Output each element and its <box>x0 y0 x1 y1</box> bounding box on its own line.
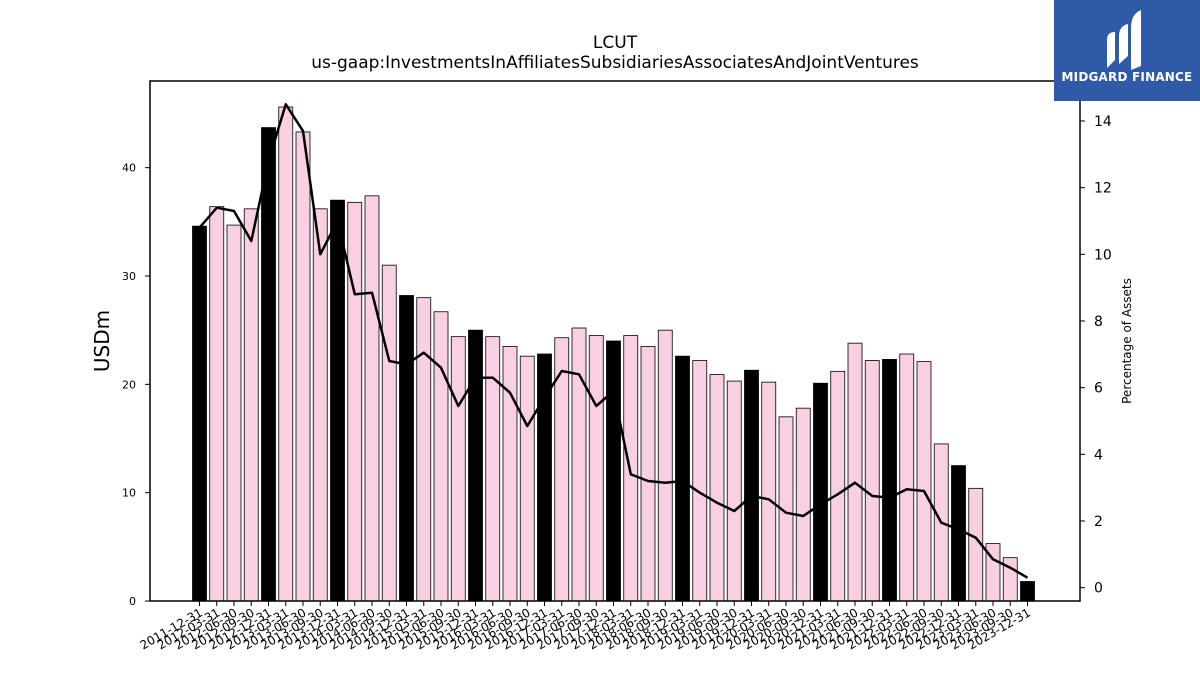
bar <box>692 360 708 602</box>
bar <box>347 201 363 602</box>
line-series <box>198 103 1029 579</box>
bar <box>450 336 466 602</box>
bar <box>1020 581 1035 602</box>
bar <box>485 336 501 602</box>
brand-name: MIDGARD FINANCE <box>1061 70 1193 84</box>
midgard-logo-icon <box>1107 10 1141 70</box>
bar <box>243 208 259 602</box>
bar <box>847 342 863 602</box>
y2-tick-label: 0 <box>1094 581 1103 597</box>
y2-tick-label: 14 <box>1094 114 1112 130</box>
y2-tick-label: 8 <box>1094 314 1103 330</box>
bar <box>364 195 380 602</box>
line-layer <box>198 103 1029 579</box>
bar <box>709 374 725 602</box>
y-tick-label: 10 <box>122 487 136 500</box>
y2-tick-label: 10 <box>1094 247 1112 263</box>
bar <box>295 131 311 602</box>
y-tick-label: 40 <box>122 162 136 175</box>
bar <box>261 127 276 602</box>
bar <box>606 340 621 602</box>
bar <box>209 206 225 602</box>
bar <box>226 224 242 602</box>
bar <box>916 361 932 602</box>
bar <box>278 106 294 602</box>
bar <box>882 359 897 602</box>
bar <box>951 465 966 602</box>
bar <box>640 346 656 602</box>
bar <box>726 380 742 602</box>
bar <box>657 329 673 602</box>
bar <box>381 264 397 602</box>
y-tick-label: 20 <box>122 378 136 391</box>
bar <box>312 208 328 602</box>
bar <box>744 369 759 602</box>
bar <box>761 381 777 602</box>
bar <box>416 297 432 602</box>
y2-tick-label: 2 <box>1094 514 1103 530</box>
bar <box>899 353 915 602</box>
bar <box>468 329 483 602</box>
plot-frame <box>149 80 1081 602</box>
bar <box>519 355 535 602</box>
bar <box>864 360 880 602</box>
y2-tick-label: 4 <box>1094 447 1103 463</box>
bar <box>571 327 587 602</box>
y-tick-label: 0 <box>129 595 136 608</box>
y2-axis-label: Percentage of Assets <box>1120 278 1134 404</box>
bar <box>502 346 518 602</box>
chart-subtitle: us-gaap:InvestmentsInAffiliatesSubsidiar… <box>311 53 919 73</box>
bar <box>830 370 846 602</box>
bar <box>588 335 604 602</box>
y2-tick-label: 6 <box>1094 381 1103 397</box>
bar <box>192 225 207 602</box>
bar <box>795 407 811 602</box>
y2-tick-label: 12 <box>1094 181 1112 197</box>
bar <box>433 311 449 602</box>
y-tick-label: 30 <box>122 270 136 283</box>
brand-logo: MIDGARD FINANCE <box>1054 0 1200 101</box>
y-axis-label: USDm <box>90 310 114 372</box>
bar <box>399 295 414 602</box>
bar <box>813 382 828 602</box>
bar <box>675 355 690 602</box>
chart-title: LCUT <box>593 33 638 53</box>
bars-layer <box>192 106 1035 602</box>
bar <box>330 199 345 602</box>
